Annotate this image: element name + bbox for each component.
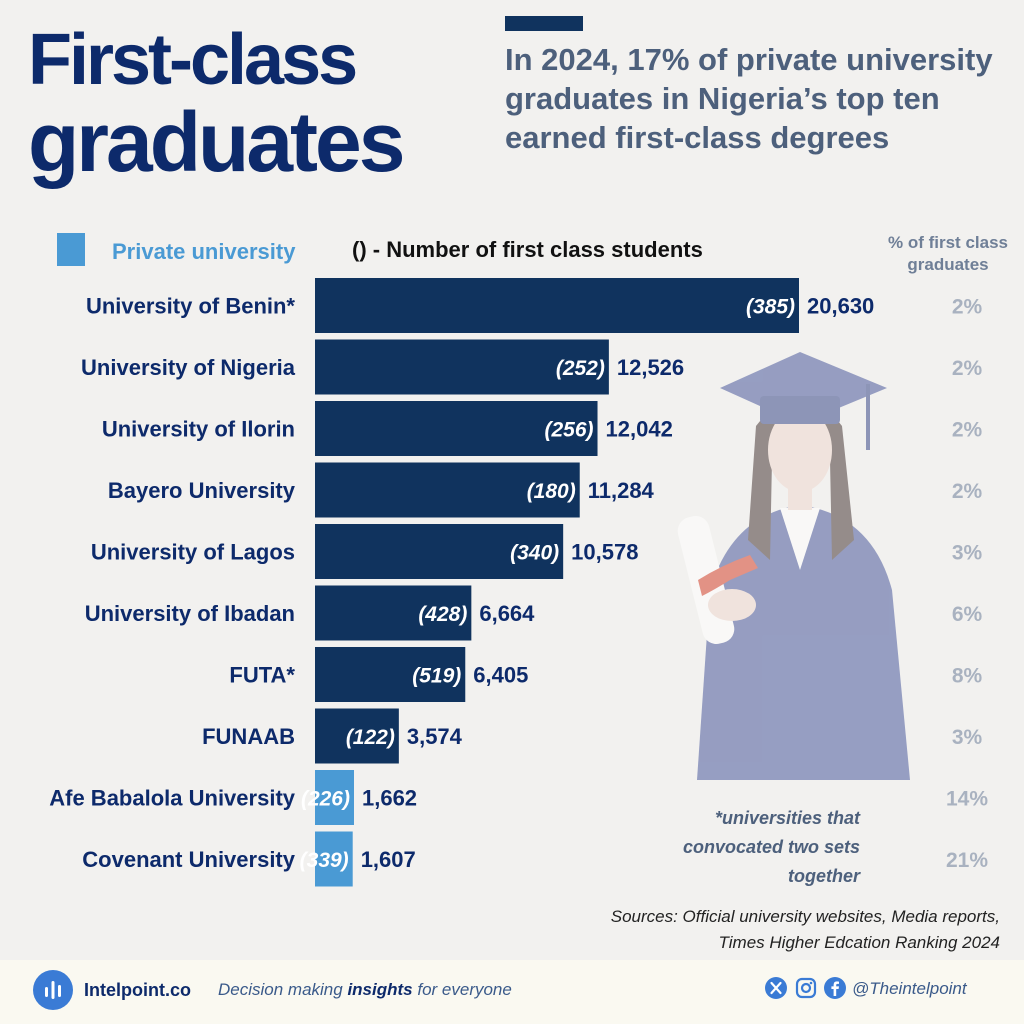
value-label: 6,405	[473, 663, 528, 688]
bar	[315, 708, 399, 764]
category-label: Afe Babalola University	[49, 786, 296, 811]
legend-private-swatch	[57, 233, 85, 266]
category-label: FUTA*	[229, 663, 295, 688]
footnote-line: *universities that	[714, 808, 860, 828]
bar	[315, 339, 609, 395]
first-class-count-label: (252)	[556, 357, 605, 380]
value-label: 1,662	[362, 786, 417, 811]
pct-label: 3%	[952, 542, 983, 565]
footer	[0, 960, 1024, 1024]
first-class-count-label: (339)	[300, 849, 349, 872]
pct-label: 3%	[952, 726, 983, 749]
sources-note: Sources: Official university websites, M…	[420, 904, 1000, 956]
first-class-count-label: (385)	[746, 296, 795, 319]
first-class-count-label: (340)	[510, 542, 559, 565]
value-label: 12,526	[617, 355, 684, 380]
tagline-pre: Decision making	[218, 980, 348, 999]
bar	[315, 278, 799, 333]
subtitle: In 2024, 17% of private university gradu…	[505, 42, 993, 155]
instagram-icon[interactable]	[795, 977, 817, 999]
legend-count-label: () - Number of first class students	[352, 237, 703, 262]
category-label: University of Nigeria	[81, 355, 296, 380]
value-label: 3,574	[407, 724, 463, 749]
footnote: *universities that convocated two sets t…	[630, 804, 860, 891]
facebook-icon[interactable]	[824, 977, 846, 999]
category-label: FUNAAB	[202, 724, 295, 749]
tagline-post: for everyone	[412, 980, 512, 999]
category-label: University of Ibadan	[85, 601, 295, 626]
pct-label: 14%	[946, 788, 988, 811]
value-label: 11,284	[588, 478, 655, 503]
sources-line: Sources: Official university websites, M…	[610, 907, 1000, 926]
pct-column-header: % of first class graduates	[888, 233, 1008, 274]
value-label: 10,578	[571, 540, 638, 565]
accent-bar	[505, 16, 583, 31]
footnote-line: together	[788, 866, 860, 886]
pct-label: 2%	[952, 480, 983, 503]
bar	[315, 831, 353, 887]
first-class-count-label: (122)	[346, 726, 395, 749]
sources-line: Times Higher Edcation Ranking 2024	[718, 933, 1000, 952]
value-label: 20,630	[807, 294, 874, 319]
category-label: University of Ilorin	[102, 417, 295, 442]
bars-group: University of Benin* (385) 20,630 2% Univers…	[49, 278, 988, 887]
pct-label: 2%	[952, 357, 983, 380]
first-class-count-label: (180)	[527, 480, 576, 503]
brand-link[interactable]: Intelpoint.co	[84, 980, 191, 1000]
category-label: Bayero University	[108, 478, 296, 503]
value-label: 6,664	[479, 601, 535, 626]
bar	[315, 462, 580, 518]
value-label: 1,607	[361, 847, 416, 872]
bar	[315, 647, 466, 702]
bar	[315, 585, 472, 641]
pct-label: 6%	[952, 603, 983, 626]
category-label: University of Benin*	[86, 294, 295, 319]
first-class-count-label: (256)	[544, 419, 593, 442]
x-logo-icon[interactable]	[765, 977, 787, 999]
title-line-1: First-class	[28, 20, 358, 100]
first-class-count-label: (519)	[412, 665, 461, 688]
bar-chart: University of Benin* (385) 20,630 2% Univers…	[49, 278, 988, 887]
pct-label: 2%	[952, 296, 983, 319]
first-class-count-label: (226)	[301, 788, 350, 811]
intelpoint-logo-icon[interactable]	[33, 970, 73, 1010]
legend-private-label: Private university	[112, 239, 296, 264]
social-handle-link[interactable]: @Theintelpoint	[852, 979, 967, 998]
pct-label: 8%	[952, 665, 983, 688]
bar	[315, 401, 598, 456]
graduate-illustration-icon	[677, 352, 910, 780]
first-class-count-label: (428)	[418, 603, 467, 626]
pct-label: 21%	[946, 849, 988, 872]
bar	[315, 524, 564, 579]
value-label: 12,042	[606, 417, 673, 442]
footnote-line: convocated two sets	[682, 837, 860, 857]
bar	[315, 770, 354, 825]
pct-label: 2%	[952, 419, 983, 442]
page-title: First-class graduates	[28, 20, 405, 189]
tagline: Decision making insights for everyone	[218, 980, 512, 1000]
tagline-bold: insights	[347, 980, 413, 999]
category-label: Covenant University	[82, 847, 295, 872]
category-label: University of Lagos	[91, 540, 295, 565]
title-line-2: graduates	[28, 95, 405, 189]
